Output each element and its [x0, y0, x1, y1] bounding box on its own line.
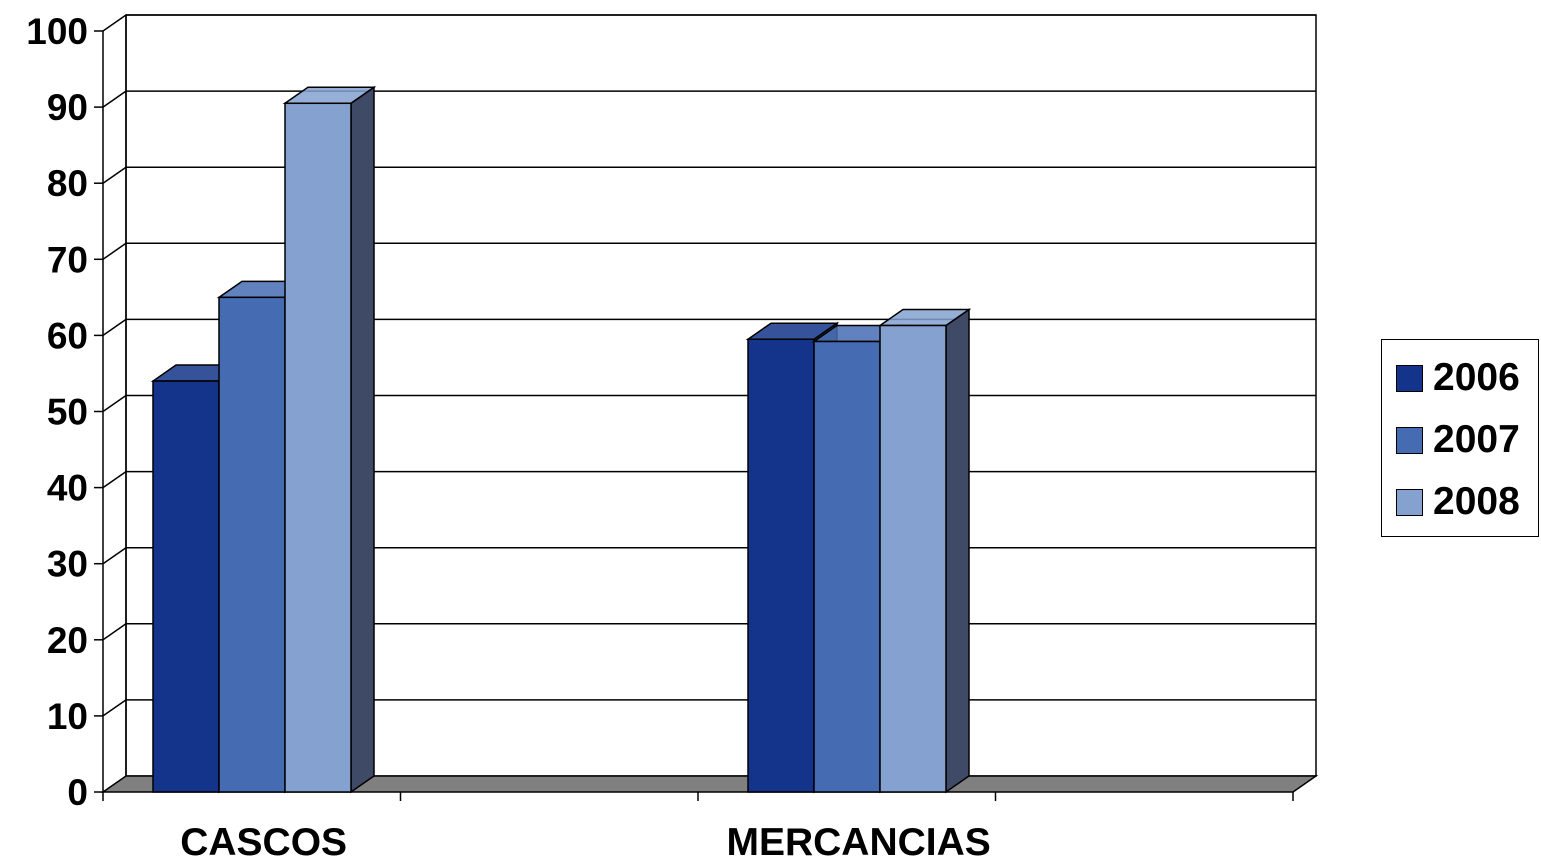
gridline-side: [102, 166, 127, 184]
bar-side: [945, 308, 970, 794]
gridline-side: [102, 242, 127, 260]
y-tick-label: 20: [47, 620, 88, 661]
gridline-side: [102, 470, 127, 489]
y-tick-label: 30: [47, 544, 88, 585]
legend-label-2007: 2007: [1433, 418, 1520, 461]
legend: 2006 2007 2008: [1381, 339, 1539, 537]
legend-item-2006: 2006: [1396, 358, 1520, 398]
y-tick-label: 100: [26, 11, 88, 52]
y-tick-label: 70: [47, 239, 88, 280]
bar: [284, 102, 352, 793]
legend-item-2007: 2007: [1396, 420, 1520, 460]
y-tick-label: 80: [47, 163, 88, 204]
gridline-side: [102, 318, 127, 337]
bar: [152, 380, 220, 793]
legend-label-2008: 2008: [1433, 480, 1520, 523]
y-tick-label: 60: [47, 315, 88, 356]
bar: [218, 296, 286, 793]
bar-side: [350, 85, 375, 794]
gridline-side: [102, 623, 127, 641]
bar: [813, 340, 881, 793]
y-tick-label: 40: [47, 468, 88, 509]
legend-swatch-2008: [1396, 488, 1423, 516]
gridline-side: [102, 394, 127, 413]
legend-item-2008: 2008: [1396, 482, 1520, 522]
gridline-side: [102, 90, 127, 108]
y-tick-label: 50: [47, 392, 88, 433]
legend-swatch-2006: [1396, 364, 1423, 392]
legend-swatch-2007: [1396, 426, 1423, 454]
y-tick-label: 10: [47, 696, 88, 737]
y-tick-label: 90: [47, 87, 88, 128]
gridline-side: [102, 699, 127, 717]
x-tick-label: MERCANCIAS: [726, 821, 990, 861]
x-tick-label: CASCOS: [180, 821, 347, 861]
bar: [879, 324, 947, 793]
gridline-side: [102, 547, 127, 565]
bar: [747, 338, 815, 793]
legend-label-2006: 2006: [1433, 356, 1520, 399]
gridline-side: [102, 14, 127, 32]
y-tick-label: 0: [67, 772, 88, 813]
